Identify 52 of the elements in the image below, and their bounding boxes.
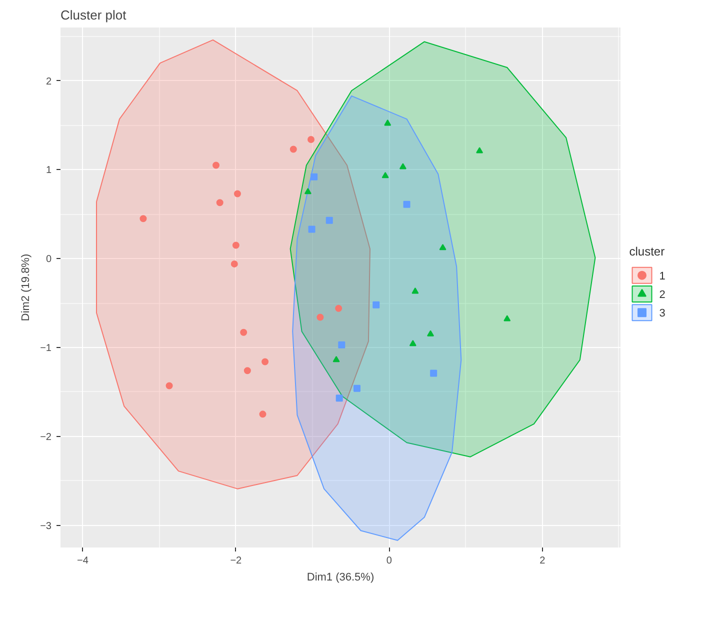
x-tick-label: 2 [540,556,546,566]
point [476,147,484,154]
point [326,216,333,224]
point [338,341,346,348]
point [412,288,419,294]
point [308,226,316,233]
point [336,394,343,402]
legend-label: 1 [659,270,666,282]
x-tick-label: −2 [230,556,242,566]
legend-label: 3 [659,308,666,320]
point [244,367,251,374]
point [332,356,340,362]
point [216,199,224,206]
point [240,328,248,336]
point [310,173,318,180]
y-tick-label: 0 [46,254,52,266]
x-axis-title: Dim1 (36.5%) [306,572,374,584]
point [427,330,434,336]
point [504,315,511,322]
point [212,162,220,169]
point [372,301,380,308]
y-axis-title: Dim2 (19.8%) [20,254,32,322]
point [232,242,240,249]
point [430,370,438,377]
point [230,260,238,268]
point [439,244,446,250]
point [234,190,241,198]
point [382,172,389,178]
chart-title: Cluster plot [60,8,127,22]
point [335,304,342,312]
point [140,215,147,222]
point [403,200,410,208]
point [290,146,297,153]
legend-label: 2 [659,289,666,301]
point [304,188,312,194]
legend-title: cluster [629,244,665,258]
y-tick-label: 1 [46,165,52,176]
point [353,384,360,392]
point [166,382,173,390]
point [409,340,416,346]
y-tick-label: 2 [46,76,52,88]
y-tick-label: −2 [40,432,52,443]
x-tick-label: 0 [386,556,392,566]
point [259,410,266,418]
point [262,358,269,366]
point [384,120,392,126]
point [308,136,315,143]
point [316,314,324,321]
point [399,163,406,170]
x-tick-label: −4 [77,556,89,566]
y-tick-label: −1 [40,343,52,354]
y-tick-label: −3 [40,520,52,532]
